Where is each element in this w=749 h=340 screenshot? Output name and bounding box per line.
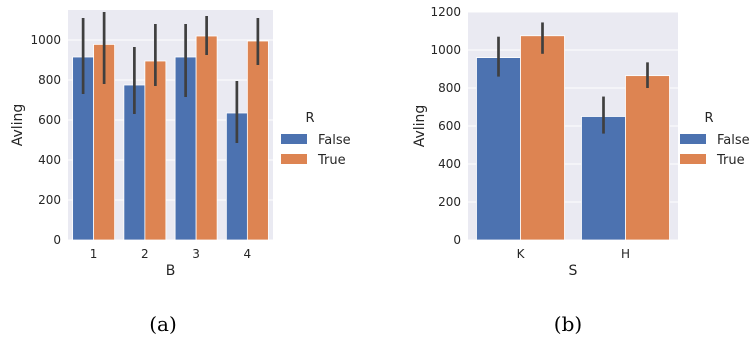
y-tick-label: 600 — [438, 119, 461, 133]
y-axis-label: Avling — [412, 105, 428, 148]
bar-3-True — [195, 35, 218, 241]
bar-2-True — [144, 60, 167, 241]
y-tick-label: 400 — [438, 157, 461, 171]
panel-caption: (a) — [149, 312, 177, 336]
y-tick-label: 200 — [438, 195, 461, 209]
bar-H-True — [625, 75, 670, 241]
legend-title: R — [305, 111, 314, 126]
y-axis-label: Avling — [10, 104, 26, 147]
y-tick-label: 1200 — [430, 5, 461, 19]
y-tick-label: 0 — [453, 233, 461, 247]
y-tick-label: 0 — [53, 233, 61, 247]
legend-swatch-True — [281, 154, 307, 164]
y-tick-label: 400 — [38, 153, 61, 167]
y-tick-label: 1000 — [430, 43, 461, 57]
y-tick-label: 600 — [38, 113, 61, 127]
x-tick-label: 3 — [192, 247, 200, 261]
y-tick-label: 800 — [38, 73, 61, 87]
bar-4-True — [246, 40, 269, 241]
legend-label-True: True — [716, 153, 745, 168]
bar-H-False — [581, 116, 626, 241]
legend-title: R — [704, 111, 713, 126]
bar-K-False — [476, 57, 521, 241]
x-tick-label: K — [517, 247, 526, 261]
legend-swatch-False — [680, 134, 706, 144]
legend-label-False: False — [717, 133, 749, 148]
y-tick-label: 1000 — [30, 33, 61, 47]
panel-caption: (b) — [554, 312, 582, 336]
x-axis-label: B — [166, 263, 176, 279]
legend: R False True — [680, 111, 749, 168]
legend-label-False: False — [318, 133, 351, 148]
chart-panel-b: 0 200 400 600 800 1000 1200 K H S Avling R False True… — [412, 5, 749, 336]
x-tick-label: 2 — [141, 247, 149, 261]
bar-K-True — [520, 35, 565, 241]
x-tick-label: 1 — [90, 247, 98, 261]
x-tick-label: H — [621, 247, 630, 261]
legend-swatch-True — [680, 154, 706, 164]
legend-label-True: True — [317, 153, 346, 168]
y-tick-label: 800 — [438, 81, 461, 95]
chart-panel-a: 0 200 400 600 800 1000 1 2 3 4 B Avling R False True (a… — [10, 10, 351, 336]
y-tick-label: 200 — [38, 193, 61, 207]
x-tick-label: 4 — [244, 247, 252, 261]
legend-swatch-False — [281, 134, 307, 144]
x-axis-label: S — [569, 263, 578, 279]
legend: R False True — [281, 111, 351, 168]
